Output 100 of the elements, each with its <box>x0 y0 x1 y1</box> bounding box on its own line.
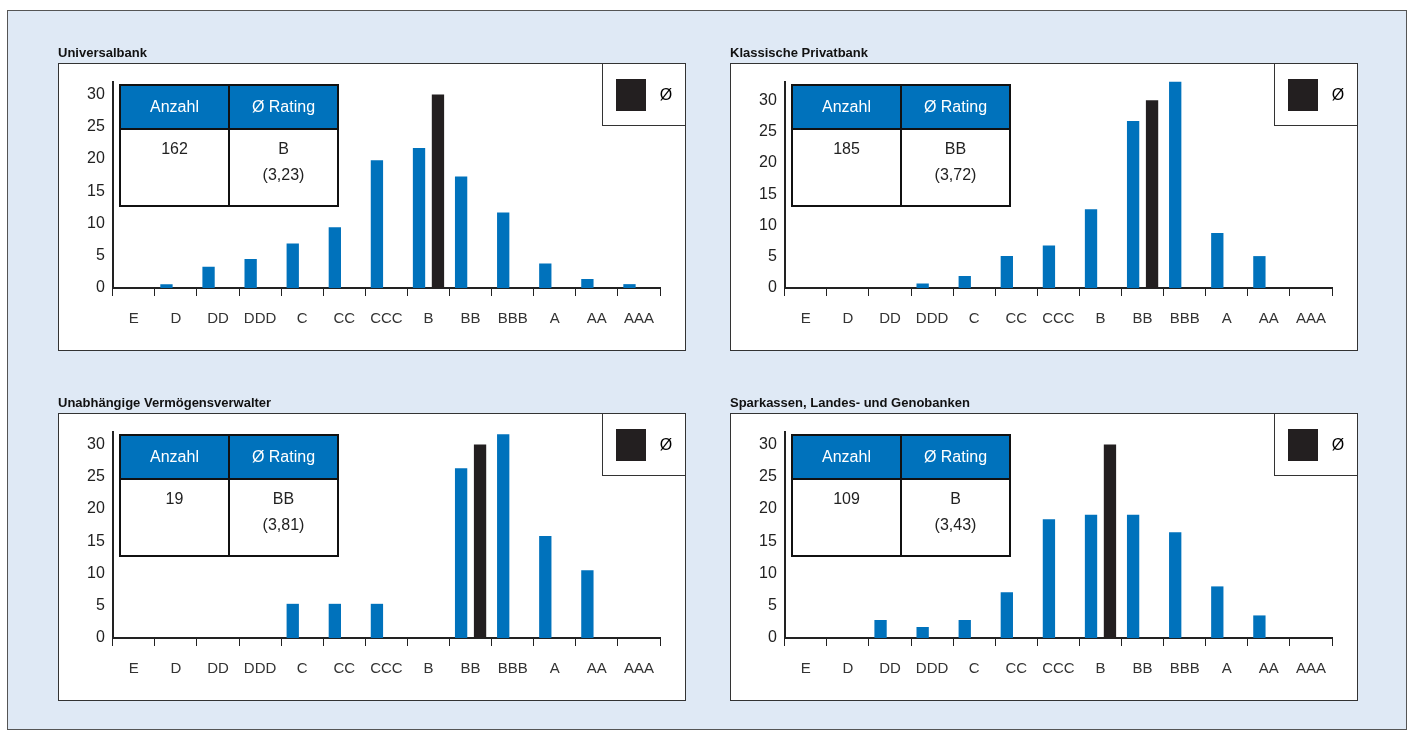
annotation: BB <box>944 140 967 157</box>
bar <box>581 278 594 288</box>
legend-label: Ø <box>659 435 673 454</box>
x-tick-label: BB <box>460 309 481 327</box>
legend-label: Ø <box>659 85 673 104</box>
x-tick-label: BBB <box>497 309 528 327</box>
bar <box>539 263 552 288</box>
bar <box>916 283 929 288</box>
annotation: Anzahl <box>120 435 229 479</box>
bar <box>581 570 594 638</box>
bar <box>1169 81 1182 288</box>
y-tick-label: 5 <box>95 246 105 264</box>
x-tick-label: AAA <box>623 659 654 677</box>
bar <box>874 619 887 638</box>
annotation: Anzahl <box>792 435 901 479</box>
x-tick-label: C <box>296 659 308 677</box>
x-tick-label: DDD <box>915 659 949 677</box>
annotation: B <box>950 490 961 507</box>
x-tick-label: B <box>1095 309 1106 327</box>
x-tick-label: E <box>800 659 811 677</box>
x-tick-label: E <box>128 309 139 327</box>
bar <box>1126 514 1140 638</box>
x-tick-label: AAA <box>1295 659 1326 677</box>
bar <box>328 603 341 638</box>
annotation: 185 <box>792 129 901 206</box>
y-tick-label: 10 <box>759 563 777 581</box>
y-tick-label: 0 <box>767 628 777 646</box>
x-tick-label: CC <box>1005 309 1028 327</box>
y-tick-label: 25 <box>759 467 777 485</box>
y-tick-label: 25 <box>759 122 777 140</box>
x-tick-label: CC <box>333 659 356 677</box>
bar <box>1211 586 1224 638</box>
annotation: Ø Rating <box>229 85 338 129</box>
bar <box>1000 256 1013 288</box>
y-tick-label: 30 <box>87 434 105 452</box>
annotation: Anzahl <box>120 85 229 129</box>
y-tick-label: 15 <box>759 531 777 549</box>
x-tick-label: BBB <box>1169 659 1200 677</box>
annotation: Ø Rating <box>901 435 1010 479</box>
y-tick-label: 15 <box>87 531 105 549</box>
x-tick-label: C <box>296 309 308 327</box>
chart-title: Klassische Privatbank <box>730 45 870 62</box>
y-tick-label: 15 <box>759 184 777 202</box>
bar <box>1000 592 1013 638</box>
bar <box>1084 209 1098 288</box>
x-tick-label: BBB <box>1169 309 1200 327</box>
x-tick-label: CCC <box>370 659 403 677</box>
y-tick-label: 5 <box>767 247 777 265</box>
x-tick-label: BB <box>460 659 481 677</box>
chart-title: Unabhängige Vermögensverwalter <box>58 395 273 412</box>
x-tick-label: DD <box>879 309 902 327</box>
bar <box>328 227 341 288</box>
annotation: Ø Rating <box>901 85 1010 129</box>
bar <box>1042 519 1056 638</box>
x-tick-label: D <box>170 659 182 677</box>
bar <box>497 212 510 288</box>
bar <box>1169 532 1182 638</box>
x-tick-label: DDD <box>915 309 949 327</box>
x-tick-label: DD <box>879 659 902 677</box>
bar <box>454 176 468 288</box>
annotation: 109 <box>792 479 901 556</box>
bar <box>370 603 384 638</box>
bar <box>1084 514 1098 638</box>
x-tick-label: CCC <box>370 309 403 327</box>
y-tick-label: 30 <box>759 434 777 452</box>
y-tick-label: 15 <box>87 181 105 199</box>
bar <box>244 258 257 288</box>
bar <box>202 266 215 288</box>
x-tick-label: C <box>968 659 980 677</box>
bar <box>1211 232 1224 288</box>
y-tick-label: 20 <box>759 499 777 517</box>
x-tick-label: B <box>423 659 434 677</box>
x-tick-label: D <box>842 309 854 327</box>
bar <box>160 284 173 288</box>
annotation: Ø Rating <box>229 435 338 479</box>
x-tick-label: BB <box>1132 659 1153 677</box>
x-tick-label: C <box>968 309 980 327</box>
x-tick-label: CCC <box>1042 659 1075 677</box>
bar <box>958 276 971 288</box>
x-tick-label: B <box>423 309 434 327</box>
x-tick-label: AA <box>1258 309 1279 327</box>
x-tick-label: A <box>549 309 560 327</box>
annotation: B <box>278 140 289 157</box>
x-tick-label: CC <box>1005 659 1028 677</box>
x-tick-label: E <box>800 309 811 327</box>
x-tick-label: DDD <box>243 309 277 327</box>
y-tick-label: 25 <box>87 117 105 135</box>
annotation: Anzahl <box>792 85 901 129</box>
y-tick-label: 5 <box>95 596 105 614</box>
x-tick-label: B <box>1095 659 1106 677</box>
bar <box>539 536 552 638</box>
bar <box>286 243 299 288</box>
bar <box>1253 615 1266 638</box>
x-tick-label: DD <box>207 659 230 677</box>
x-tick-label: AAA <box>1295 309 1326 327</box>
x-tick-label: BB <box>1132 309 1153 327</box>
x-tick-label: AA <box>586 659 607 677</box>
chart-title: Sparkassen, Landes- und Genobanken <box>730 395 971 412</box>
y-tick-label: 20 <box>87 149 105 167</box>
y-tick-label: 0 <box>95 278 105 296</box>
